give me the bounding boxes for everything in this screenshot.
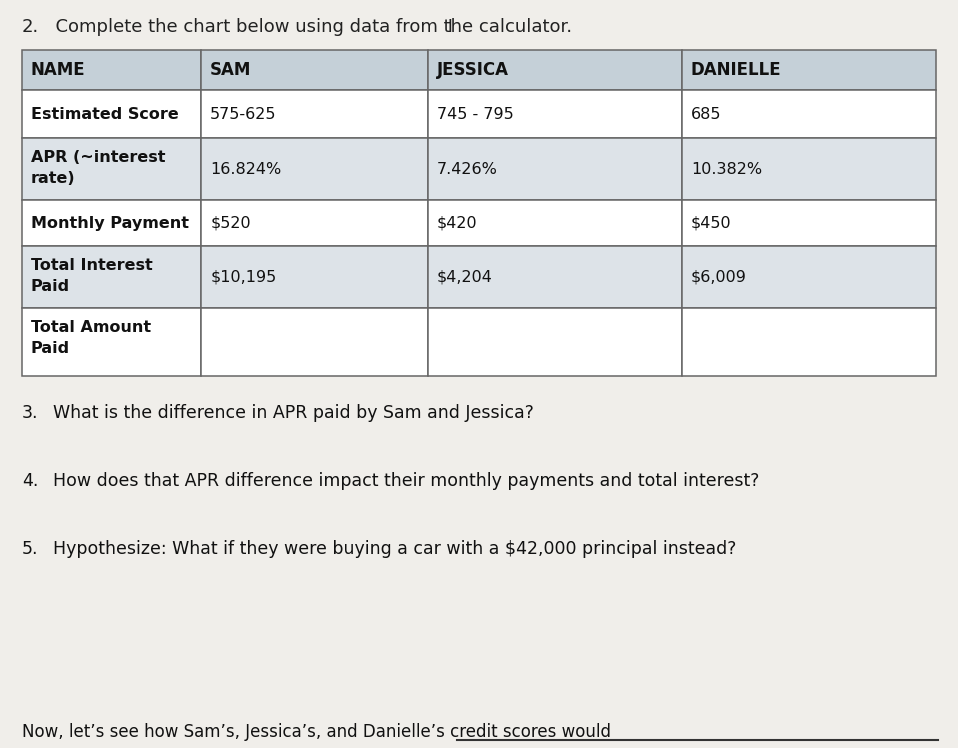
Text: 5.: 5. (22, 540, 38, 558)
Text: 7.426%: 7.426% (437, 162, 498, 177)
Bar (428, 308, 682, 376)
Bar (22, 50, 201, 90)
Text: NAME: NAME (31, 61, 85, 79)
Text: Total Amount
Paid: Total Amount Paid (31, 320, 151, 356)
Text: 2.: 2. (22, 18, 39, 36)
Text: APR (~interest
rate): APR (~interest rate) (31, 150, 166, 186)
Bar (201, 308, 428, 376)
Text: 685: 685 (691, 106, 721, 121)
Text: $6,009: $6,009 (691, 269, 747, 284)
Bar (428, 246, 682, 308)
Bar (22, 200, 201, 246)
Text: JESSICA: JESSICA (437, 61, 509, 79)
Bar (201, 90, 428, 138)
Text: 745 - 795: 745 - 795 (437, 106, 513, 121)
Bar (682, 246, 936, 308)
Text: Complete the chart below using data from the calculator.: Complete the chart below using data from… (44, 18, 572, 36)
Text: 16.824%: 16.824% (210, 162, 282, 177)
Bar (22, 246, 201, 308)
Text: Total Interest
Paid: Total Interest Paid (31, 258, 152, 294)
Text: Estimated Score: Estimated Score (31, 106, 179, 121)
Text: SAM: SAM (210, 61, 252, 79)
Bar (22, 90, 201, 138)
Bar (201, 246, 428, 308)
Text: DANIELLE: DANIELLE (691, 61, 782, 79)
Text: Hypothesize: What if they were buying a car with a $42,000 principal instead?: Hypothesize: What if they were buying a … (42, 540, 737, 558)
Bar (428, 90, 682, 138)
Text: $450: $450 (691, 215, 732, 230)
Text: 3.: 3. (22, 404, 38, 422)
Bar (682, 308, 936, 376)
Text: $10,195: $10,195 (210, 269, 277, 284)
Text: $4,204: $4,204 (437, 269, 492, 284)
Text: How does that APR difference impact their monthly payments and total interest?: How does that APR difference impact thei… (42, 472, 760, 490)
Text: 10.382%: 10.382% (691, 162, 762, 177)
Bar (22, 138, 201, 200)
Text: I: I (419, 18, 453, 36)
Text: What is the difference in APR paid by Sam and Jessica?: What is the difference in APR paid by Sa… (42, 404, 534, 422)
Bar (682, 138, 936, 200)
Text: $420: $420 (437, 215, 477, 230)
Text: $520: $520 (210, 215, 251, 230)
Bar (22, 308, 201, 376)
Bar (682, 50, 936, 90)
Bar (201, 50, 428, 90)
Text: 575-625: 575-625 (210, 106, 277, 121)
Text: Monthly Payment: Monthly Payment (31, 215, 189, 230)
Bar (201, 200, 428, 246)
Text: Now, let’s see how Sam’s, Jessica’s, and Danielle’s credit scores would: Now, let’s see how Sam’s, Jessica’s, and… (22, 723, 611, 741)
Bar (428, 200, 682, 246)
Bar (428, 50, 682, 90)
Text: 4.: 4. (22, 472, 38, 490)
Bar (201, 138, 428, 200)
Bar (682, 90, 936, 138)
Bar (682, 200, 936, 246)
Bar (428, 138, 682, 200)
